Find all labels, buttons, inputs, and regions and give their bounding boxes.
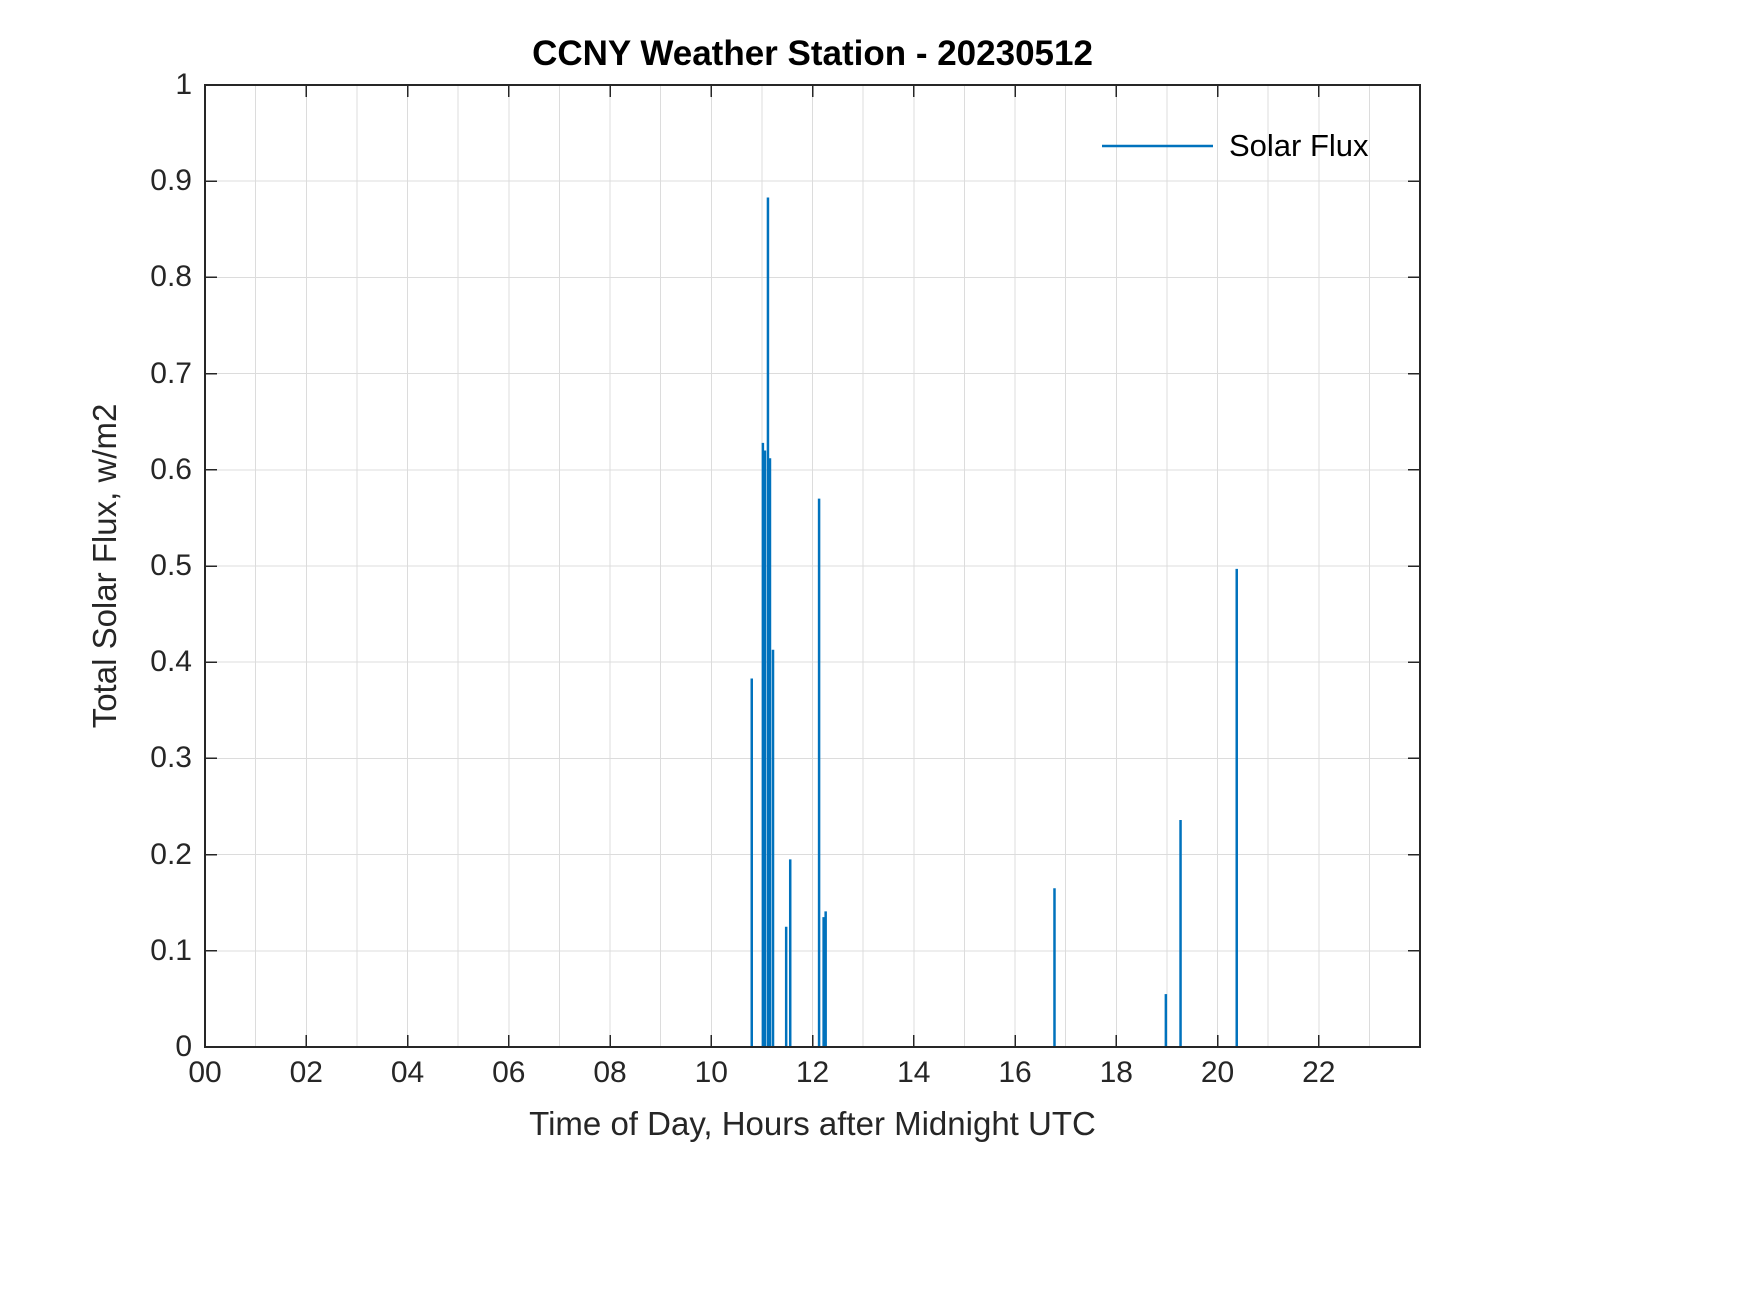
y-tick-label: 0.6 [150,452,192,486]
x-tick-label: 14 [897,1056,931,1089]
y-tick-label: 0.1 [150,933,192,967]
y-tick-label: 0.5 [150,549,192,582]
tick-marks [204,84,1420,1048]
y-tick-label: 0.2 [150,837,192,871]
x-tick-label: 16 [998,1056,1032,1089]
y-axis-label: Total Solar Flux, w/m2 [86,403,123,729]
x-tick-label: 08 [593,1056,627,1089]
x-tick-label: 06 [492,1056,526,1089]
x-tick-label: 20 [1200,1056,1235,1089]
x-tick-label: 22 [1302,1056,1336,1089]
x-tick-label: 10 [694,1056,728,1089]
x-tick-label: 12 [795,1056,830,1089]
chart-title: CCNY Weather Station - 20230512 [532,34,1093,73]
solar-flux-series [750,197,1238,1046]
legend-label: Solar Flux [1229,128,1369,163]
y-tick-label: 0.7 [150,356,192,390]
y-tick-label: 0.4 [150,645,192,679]
x-tick-label: 02 [289,1056,323,1089]
x-tick-label: 18 [1099,1056,1133,1089]
y-tick-label: 0.9 [150,164,192,198]
x-tick-label: 04 [390,1056,425,1089]
y-tick-label: 0.8 [150,260,192,294]
y-tick-label: 1 [175,68,192,101]
y-tick-label: 0.3 [150,741,192,775]
legend-line-icon [1102,144,1213,148]
y-tick-label: 0 [175,1030,192,1063]
legend: Solar Flux [1100,128,1369,164]
x-axis-label: Time of Day, Hours after Midnight UTC [529,1105,1096,1142]
x-tick-label: 00 [188,1056,222,1089]
